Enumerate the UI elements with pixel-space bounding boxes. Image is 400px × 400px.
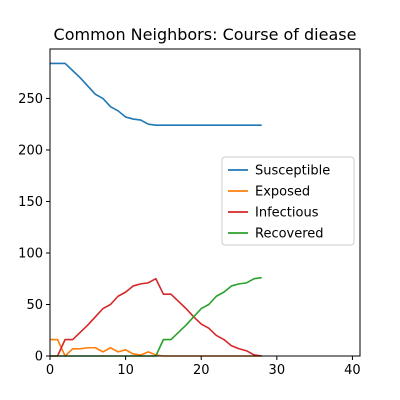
y-tick-label: 250 (18, 92, 43, 107)
series-line-infectious (50, 277, 262, 357)
x-tick-label: 40 (344, 363, 361, 378)
x-tick-label: 10 (117, 363, 134, 378)
legend: Susceptible Exposed Infectious Recovered (221, 156, 355, 246)
legend-label-infectious: Infectious (255, 206, 319, 221)
y-tick-label: 0 (35, 350, 43, 365)
chart-title: Common Neighbors: Course of diease (54, 25, 357, 44)
ticks-layer: 0 10 20 30 40 0 50 100 150 200 250 (18, 92, 361, 378)
legend-label-recovered: Recovered (255, 227, 324, 242)
series-line-exposed (50, 338, 262, 357)
x-tick-label: 20 (193, 363, 210, 378)
legend-label-exposed: Exposed (255, 185, 310, 200)
y-tick-label: 100 (18, 246, 43, 261)
x-tick-label: 30 (269, 363, 286, 378)
axes-frame (49, 48, 361, 357)
y-tick-label: 150 (18, 195, 43, 210)
legend-box (221, 156, 355, 246)
x-tick-label: 0 (46, 363, 54, 378)
y-tick-label: 50 (26, 298, 43, 313)
series-line-susceptible (50, 62, 262, 127)
y-tick-label: 200 (18, 143, 43, 158)
legend-label-susceptible: Susceptible (255, 164, 330, 179)
